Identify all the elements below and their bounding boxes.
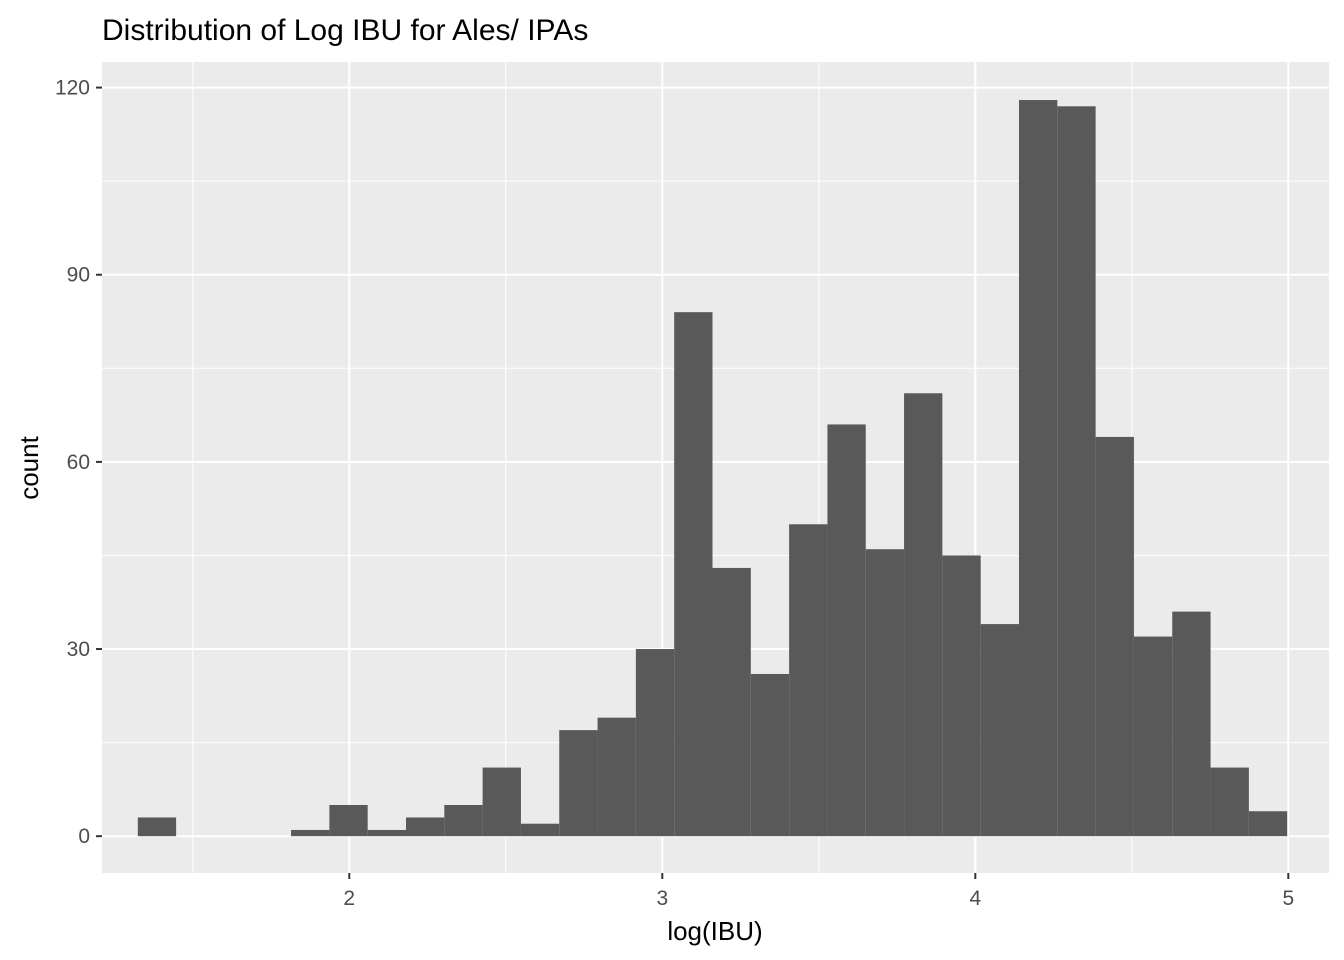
y-tick-label: 30 xyxy=(67,638,90,661)
x-tick-label: 2 xyxy=(343,887,355,910)
histogram-bar xyxy=(904,393,943,837)
histogram-bar xyxy=(789,524,828,837)
histogram-bar xyxy=(444,805,483,837)
histogram-bars xyxy=(137,100,1288,837)
histogram-bar xyxy=(980,624,1019,837)
histogram-bar xyxy=(712,567,751,837)
histogram-bar xyxy=(750,673,790,837)
histogram-bar xyxy=(329,805,368,837)
histogram-bar xyxy=(1210,767,1249,837)
y-axis-title: count xyxy=(14,435,44,499)
histogram-bar xyxy=(635,649,675,837)
x-tick-label: 5 xyxy=(1282,887,1294,910)
y-tick-label: 60 xyxy=(67,451,90,474)
histogram-bar xyxy=(1018,100,1058,837)
histogram-bar xyxy=(291,829,330,837)
histogram-bar xyxy=(1248,811,1288,837)
histogram-bar xyxy=(405,817,445,837)
chart-title: Distribution of Log IBU for Ales/ IPAs xyxy=(102,14,588,47)
x-axis: 2 3 4 5 xyxy=(343,873,1294,910)
histogram-bar xyxy=(865,549,905,837)
x-tick-label: 3 xyxy=(656,887,668,910)
histogram-bar xyxy=(482,767,521,837)
histogram-bar xyxy=(1095,436,1134,837)
histogram-bar xyxy=(597,717,636,837)
histogram-bar xyxy=(1133,636,1173,837)
histogram-bar xyxy=(1172,611,1211,837)
x-axis-title: log(IBU) xyxy=(667,916,762,946)
histogram-bar xyxy=(1057,106,1096,837)
histogram-bar xyxy=(827,424,866,837)
y-tick-label: 0 xyxy=(78,825,90,848)
histogram-bar xyxy=(559,730,598,837)
histogram-bar xyxy=(367,829,406,837)
histogram-bar xyxy=(137,817,177,837)
y-axis: 0 30 60 90 120 xyxy=(55,77,102,848)
y-tick-label: 90 xyxy=(67,264,90,287)
histogram-bar xyxy=(942,555,981,837)
histogram-bar xyxy=(520,823,560,837)
x-tick-label: 4 xyxy=(969,887,981,910)
histogram-bar xyxy=(674,312,713,837)
y-tick-label: 120 xyxy=(55,77,90,100)
